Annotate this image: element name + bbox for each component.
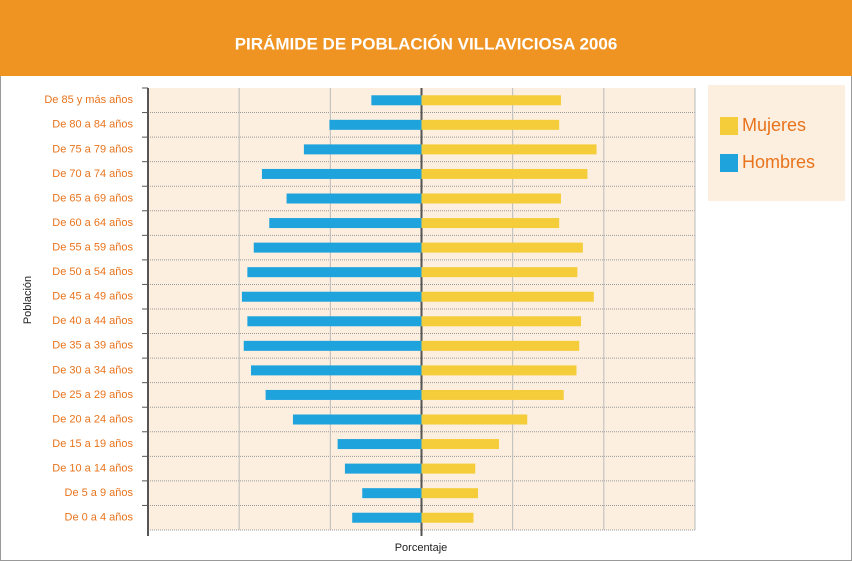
x-axis-label: Porcentaje — [395, 542, 448, 554]
legend-swatch — [720, 117, 738, 135]
chart-title: PIRÁMIDE DE POBLACIÓN VILLAVICIOSA 2006 — [235, 34, 618, 53]
y-tick-label: De 65 a 69 años — [52, 192, 133, 204]
bar — [421, 291, 594, 302]
y-tick-label: De 35 a 39 años — [52, 340, 133, 352]
legend-label: Hombres — [742, 152, 815, 172]
bar — [421, 119, 560, 130]
bar — [421, 365, 577, 376]
bar — [337, 439, 422, 450]
bar — [421, 463, 476, 474]
y-tick-label: De 25 a 29 años — [52, 389, 133, 401]
bar — [247, 316, 422, 327]
y-tick-label: De 0 a 4 años — [65, 512, 134, 524]
y-tick-label: De 70 a 74 años — [52, 168, 133, 180]
y-tick-label: De 60 a 64 años — [52, 217, 133, 229]
bar — [421, 242, 583, 253]
y-tick-label: De 80 a 84 años — [52, 119, 133, 131]
legend-label: Mujeres — [742, 115, 806, 135]
bar — [241, 291, 422, 302]
bar — [269, 218, 422, 229]
y-tick-label: De 20 a 24 años — [52, 413, 133, 425]
y-tick-label: De 5 a 9 años — [65, 487, 134, 499]
bar — [243, 340, 422, 351]
bar — [371, 95, 422, 106]
bar — [261, 168, 422, 179]
header — [0, 0, 852, 76]
y-tick-label: De 30 a 34 años — [52, 364, 133, 376]
bar — [421, 414, 528, 425]
bar — [352, 512, 422, 523]
bar — [421, 168, 588, 179]
y-tick-label: De 40 a 44 años — [52, 315, 133, 327]
bar — [421, 95, 561, 106]
y-tick-label: De 75 a 79 años — [52, 143, 133, 155]
bar — [421, 389, 564, 400]
legend-swatch — [720, 154, 738, 172]
bar — [421, 316, 582, 327]
bar — [421, 193, 561, 204]
bar — [421, 512, 474, 523]
bar — [362, 488, 422, 499]
bar — [421, 267, 578, 278]
y-tick-label: De 50 a 54 años — [52, 266, 133, 278]
y-tick-label: De 10 a 14 años — [52, 463, 133, 475]
bar — [421, 488, 479, 499]
bar — [329, 119, 422, 130]
bar — [265, 389, 422, 400]
bar — [421, 144, 597, 155]
y-tick-label: De 15 a 19 años — [52, 438, 133, 450]
bar — [421, 340, 580, 351]
bar — [421, 218, 560, 229]
bar — [251, 365, 422, 376]
y-tick-label: De 55 a 59 años — [52, 242, 133, 254]
bar — [247, 267, 422, 278]
y-axis-label: Población — [22, 276, 34, 324]
bar — [286, 193, 422, 204]
y-tick-label: De 85 y más años — [44, 94, 133, 106]
y-tick-label: De 45 a 49 años — [52, 291, 133, 303]
bar — [253, 242, 422, 253]
bar — [303, 144, 422, 155]
bar — [344, 463, 422, 474]
bar — [292, 414, 422, 425]
legend — [708, 85, 845, 201]
bar — [421, 439, 499, 450]
